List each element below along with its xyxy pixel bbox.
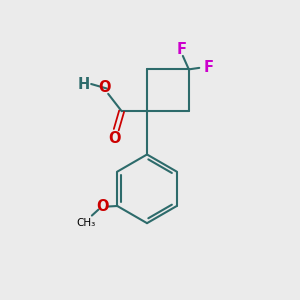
Text: CH₃: CH₃ [76, 218, 95, 228]
Text: F: F [203, 60, 213, 75]
Text: H: H [78, 76, 90, 92]
Text: O: O [96, 199, 109, 214]
Text: F: F [176, 43, 186, 58]
Text: O: O [109, 131, 121, 146]
Text: O: O [98, 80, 111, 95]
